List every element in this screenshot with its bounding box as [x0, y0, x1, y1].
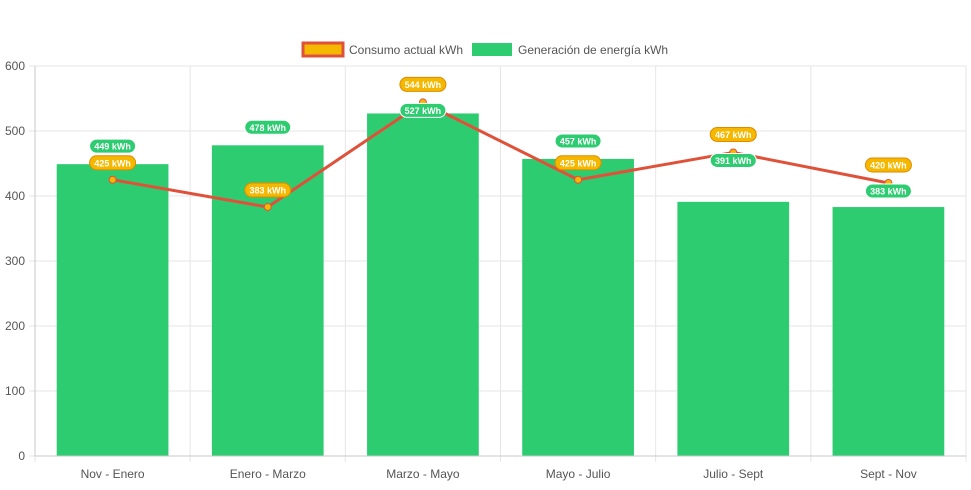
point-consumo[interactable]: [263, 203, 272, 212]
grid: [29, 65, 967, 462]
y-tick-label: 200: [5, 319, 25, 333]
data-label-consumo: 383 kWh: [244, 182, 292, 198]
data-labels: 449 kWh 478 kWh 527 kWh 457 kWh 391 kWh 383 k…: [89, 76, 912, 199]
data-label-consumo-bg: [864, 157, 912, 173]
bar-generacion[interactable]: [367, 113, 479, 456]
bar-series-generacion: [56, 113, 945, 457]
y-tick-label: 300: [5, 254, 25, 268]
y-tick-label: 600: [5, 59, 25, 73]
y-tick-label: 400: [5, 189, 25, 203]
data-label-generacion: 457 kWh: [554, 133, 602, 149]
data-label-generacion-bg: [244, 119, 292, 135]
legend-label-generacion: Generación de energía kWh: [518, 43, 668, 57]
bar-generacion[interactable]: [677, 201, 790, 456]
data-label-generacion-bg: [709, 152, 757, 168]
x-tick-label: Nov - Enero: [81, 467, 145, 481]
x-tick-label: Sept - Nov: [860, 467, 917, 481]
data-label-consumo-text: 420 kWh: [870, 161, 907, 171]
bar-generacion[interactable]: [832, 207, 945, 456]
bar-generacion[interactable]: [56, 164, 169, 456]
data-label-generacion-bg: [864, 183, 912, 199]
data-label-consumo-bg: [244, 182, 292, 198]
data-label-generacion-text: 478 kWh: [249, 123, 286, 133]
data-label-generacion-text: 527 kWh: [405, 106, 442, 116]
data-label-consumo-text: 467 kWh: [715, 130, 752, 140]
point-consumo[interactable]: [108, 175, 117, 184]
y-tick-label: 100: [5, 384, 25, 398]
data-label-generacion-bg: [89, 138, 137, 154]
data-label-consumo: 544 kWh: [399, 76, 447, 92]
data-label-consumo: 425 kWh: [89, 155, 137, 171]
data-label-consumo-text: 544 kWh: [405, 80, 442, 90]
legend-swatch-consumo: [301, 41, 345, 58]
legend-label-consumo: Consumo actual kWh: [349, 43, 463, 57]
point-consumo[interactable]: [574, 175, 583, 184]
data-label-consumo: 420 kWh: [864, 157, 912, 173]
data-label-generacion-text: 383 kWh: [870, 187, 907, 197]
data-label-consumo-bg: [554, 155, 602, 171]
data-label-generacion: 391 kWh: [709, 152, 757, 168]
data-label-consumo-text: 425 kWh: [94, 158, 131, 168]
line-consumo: [112, 100, 889, 209]
axes: 0 100 200 300 400 500 600 Nov - Enero Enero - Ma…: [5, 59, 966, 481]
data-label-generacion: 383 kWh: [864, 183, 912, 199]
x-tick-label: Julio - Sept: [703, 467, 764, 481]
data-label-generacion: 449 kWh: [89, 138, 137, 154]
legend-swatch-generacion: [472, 43, 512, 56]
x-tick-label: Marzo - Mayo: [386, 467, 460, 481]
data-label-consumo-bg: [709, 126, 757, 142]
data-label-generacion: 527 kWh: [399, 102, 447, 118]
line-series-consumo: [108, 98, 893, 212]
legend-item-generacion[interactable]: Generación de energía kWh: [472, 43, 668, 57]
data-label-consumo: 467 kWh: [709, 126, 757, 142]
data-label-consumo-text: 425 kWh: [560, 158, 597, 168]
x-tick-label: Mayo - Julio: [546, 467, 611, 481]
bar-generacion[interactable]: [522, 158, 634, 456]
data-label-consumo-bg: [399, 76, 447, 92]
data-label-generacion-text: 449 kWh: [94, 142, 131, 152]
legend-item-consumo[interactable]: Consumo actual kWh: [301, 41, 463, 58]
legend: Consumo actual kWh Generación de energía…: [301, 41, 668, 58]
data-label-consumo-text: 383 kWh: [249, 186, 286, 196]
data-label-generacion-bg: [554, 133, 602, 149]
x-tick-label: Enero - Marzo: [230, 467, 306, 481]
y-tick-label: 0: [18, 449, 25, 463]
y-tick-label: 500: [5, 124, 25, 138]
data-label-generacion-text: 391 kWh: [715, 156, 752, 166]
data-label-consumo-bg: [89, 155, 137, 171]
data-label-generacion: 478 kWh: [244, 119, 292, 135]
data-label-generacion-text: 457 kWh: [560, 136, 597, 146]
data-label-generacion-bg: [399, 102, 447, 118]
data-label-consumo: 425 kWh: [554, 155, 602, 171]
